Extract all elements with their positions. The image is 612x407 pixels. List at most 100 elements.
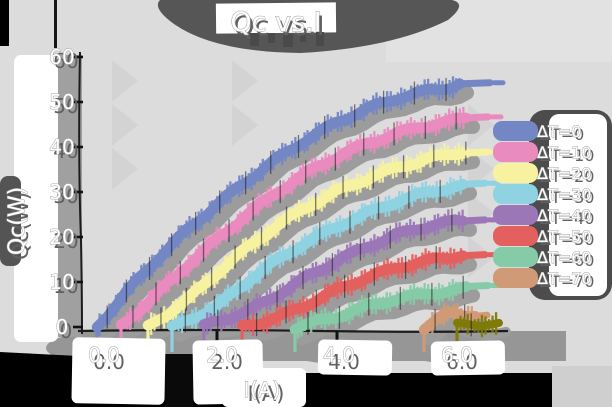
legend-label-shadow: ΔT=60 (540, 251, 594, 270)
series-shadow (148, 155, 480, 342)
legend-swatch (493, 205, 538, 225)
chart-title: Qc vs.I (230, 7, 321, 38)
y-tick-label-shadow: 60 (53, 49, 78, 73)
y-tick-label: 50 (49, 90, 74, 114)
legend-label-shadow: ΔT=20 (540, 167, 594, 186)
legend: ΔT=0ΔT=0ΔT=10ΔT=10ΔT=20ΔT=20ΔT=30ΔT=30ΔT… (493, 110, 612, 300)
legend-label: ΔT=30 (537, 185, 591, 204)
legend-label: ΔT=60 (537, 248, 591, 267)
x-axis-label-shadow: I(A) (248, 382, 285, 406)
series-ΔT=10 (115, 106, 504, 352)
legend-label: ΔT=20 (537, 164, 591, 183)
legend-label-shadow: ΔT=50 (540, 230, 594, 249)
shadow-triangle-artifact (112, 104, 138, 146)
x-tick-label: 6.0 (441, 343, 473, 367)
y-tick-label-shadow: 0 (60, 319, 73, 343)
legend-label: ΔT=40 (537, 206, 591, 225)
legend-item: ΔT=0ΔT=0 (493, 121, 584, 144)
y-tick-label: 60 (49, 45, 74, 69)
legend-label: ΔT=0 (537, 122, 581, 141)
series-ΔT=60 (289, 275, 504, 352)
legend-swatch (493, 184, 538, 204)
series-ΔT=50 (236, 246, 501, 352)
legend-label: ΔT=50 (537, 227, 591, 246)
y-tick-label: 40 (49, 135, 74, 159)
series-extra (453, 312, 503, 352)
legend-swatch (493, 163, 538, 183)
legend-label: ΔT=70 (537, 269, 591, 288)
shadow-triangle-artifact (232, 60, 258, 102)
chart-title-shadow: Qc vs.I (233, 11, 324, 42)
xtick-sticker (430, 340, 506, 376)
legend-swatch (493, 268, 538, 288)
series-shadow (121, 119, 480, 341)
x-tick-mark (335, 331, 339, 341)
x-tick-label-shadow: 6.0 (446, 350, 478, 374)
y-tick-mark (73, 145, 83, 149)
title-shadow-spikes (250, 32, 324, 47)
legend-label-shadow: ΔT=0 (540, 125, 584, 144)
y-tick-mark (73, 190, 83, 194)
legend-swatch (493, 226, 538, 246)
legend-sticker (549, 114, 607, 296)
x-tick-label-shadow: 0.0 (93, 350, 125, 374)
x-tick-label-shadow: 2.0 (211, 350, 243, 374)
series-lines (91, 76, 506, 352)
y-tick-label: 30 (49, 180, 74, 204)
y-tick-mark (73, 100, 83, 104)
xtick-sticker (71, 337, 166, 405)
label-stickers (71, 337, 506, 407)
y-tick-label-shadow: 10 (53, 274, 78, 298)
y-tick-mark (73, 55, 83, 59)
series-ΔT=20 (142, 141, 504, 352)
legend-label-shadow: ΔT=40 (540, 209, 594, 228)
legend-label-shadow: ΔT=10 (540, 146, 594, 165)
ylabel-sticker (14, 55, 58, 342)
series-ΔT=0 (91, 76, 506, 352)
y-axis-label-shadow: Qc(W) (9, 192, 34, 260)
y-tick-mark (73, 280, 83, 284)
shadow-triangle-artifact (112, 60, 138, 102)
y-tick-label-shadow: 20 (53, 229, 78, 253)
x-axis-label: I(A) (244, 378, 281, 402)
shadow-triangle-artifact (232, 104, 258, 146)
y-tick-mark (73, 235, 83, 239)
series-ΔT=40 (198, 208, 501, 352)
series-shadow (242, 257, 477, 342)
y-tick-label-shadow: 40 (53, 139, 78, 163)
y-tick-label-shadow: 30 (53, 184, 78, 208)
y-axis-label: Qc(W) (5, 187, 30, 255)
x-tick-label-shadow: 4.0 (328, 350, 360, 374)
legend-label-shadow: ΔT=30 (540, 188, 594, 207)
ylabel-shadow-blob (0, 176, 21, 266)
y-tick-label-shadow: 50 (53, 94, 78, 118)
x-tick-label: 0.0 (88, 343, 120, 367)
x-tick-label: 2.0 (206, 343, 238, 367)
legend-swatch (493, 121, 538, 141)
y-tick-label: 20 (49, 225, 74, 249)
xlabel-sticker (222, 368, 306, 407)
title-sticker (215, 2, 337, 34)
legend-label-shadow: ΔT=70 (540, 272, 594, 291)
series-shadow (97, 85, 474, 344)
x-tick-mark (215, 331, 219, 341)
titles: Qc vs.I Qc vs.I I(A) I(A) Qc(W) Qc(W) (5, 0, 460, 406)
y-tick-label: 10 (49, 270, 74, 294)
y-tick-label: 0 (56, 315, 69, 339)
shadow-triangle-artifact (112, 148, 138, 190)
legend-label: ΔT=10 (537, 143, 591, 162)
xtick-sticker (317, 339, 393, 376)
legend-swatch (493, 142, 538, 162)
y-spine (78, 51, 83, 335)
y-tick-mark (73, 325, 83, 329)
